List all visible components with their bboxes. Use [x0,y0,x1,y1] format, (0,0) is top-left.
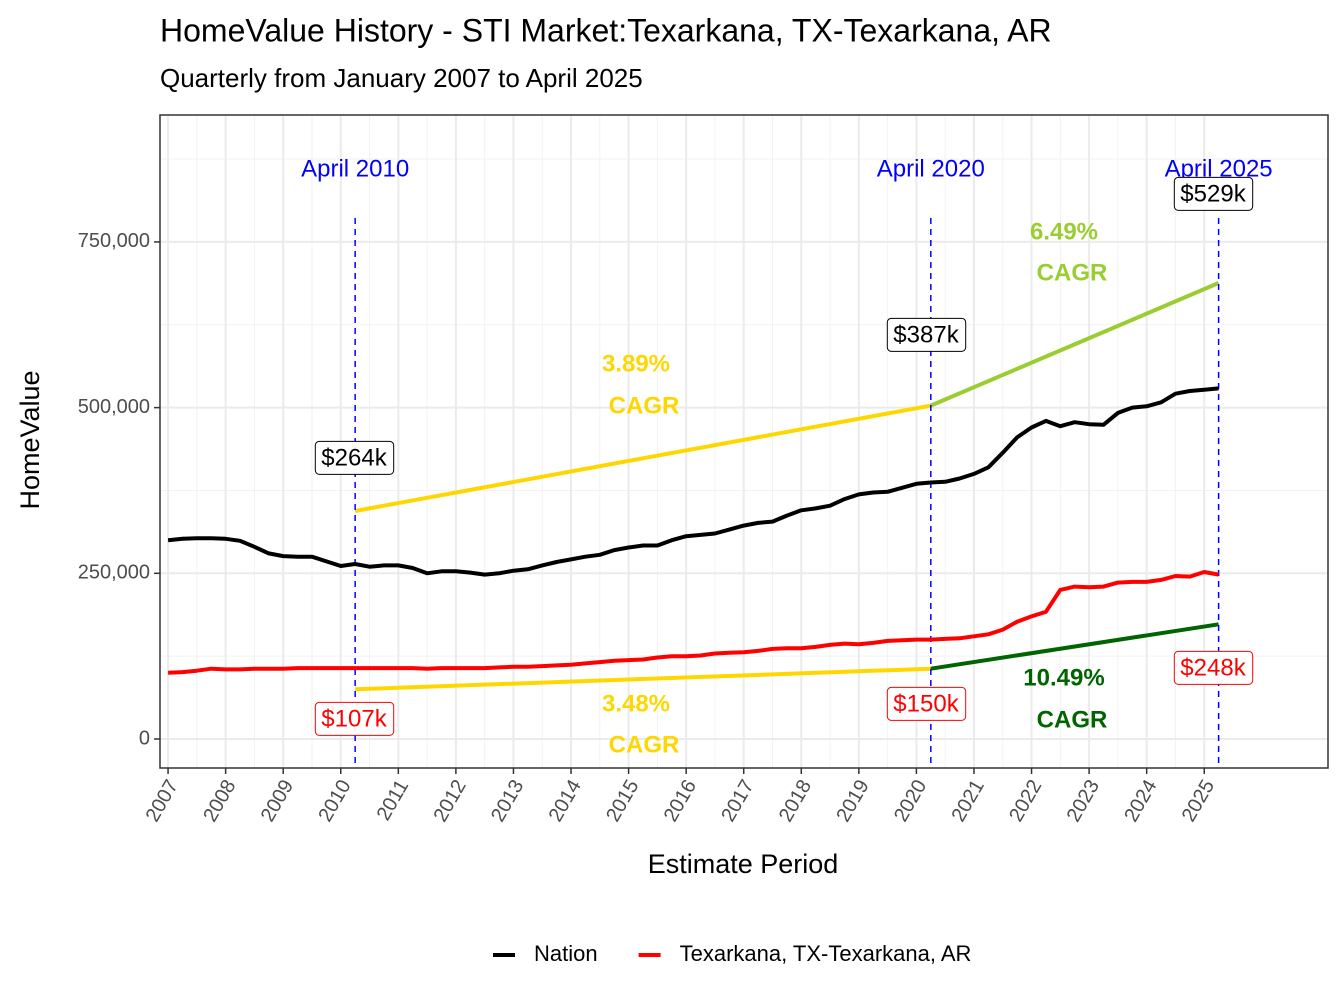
y-tick-label: 0 [139,727,150,749]
x-tick-label: 2016 [660,776,701,826]
chart-subtitle: Quarterly from January 2007 to April 202… [160,63,643,93]
x-tick-label: 2018 [775,776,816,826]
x-tick-label: 2014 [545,776,586,826]
market-value-label-box [314,701,395,736]
cagr-label: CAGR [609,731,680,758]
y-axis-title: HomeValue [15,370,45,509]
marker-label: April 2020 [877,155,985,182]
cagr-rate: 3.48% [602,690,670,717]
x-tick-label: 2020 [890,776,931,826]
nation-value-label-box [1173,176,1254,211]
legend-label: Nation [534,941,598,966]
nation-value-label-box [314,440,395,475]
x-axis-title: Estimate Period [648,849,839,879]
market-value-label-group: $248k [1173,650,1254,685]
nation-value-label: $264k [321,444,387,471]
x-tick-label: 2009 [257,776,298,826]
cagr-rate: 3.89% [602,350,670,377]
legend-label: Texarkana, TX-Texarkana, AR [680,941,972,966]
cagr-trend-line [930,281,1220,408]
market-value-label-group: $107k [314,701,395,736]
x-tick-label: 2011 [373,776,414,824]
cagr-trend-line [355,666,931,692]
x-tick-label: 2021 [948,776,989,826]
market-value-label: $248k [1180,654,1246,681]
cagr-trend-line [354,403,932,513]
x-tick-label: 2012 [429,776,470,826]
x-tick-label: 2023 [1063,776,1104,826]
y-tick-label: 250,000 [78,562,150,584]
cagr-rate: 6.49% [1030,218,1098,245]
cagr-label: CAGR [609,392,680,419]
plot-border [159,114,1329,769]
x-tick-label: 2015 [602,776,643,826]
nation-value-label-group: $264k [314,440,395,475]
marker-label: April 2010 [301,155,409,182]
nation-value-label: $387k [893,321,959,348]
market-value-label-box [886,686,967,721]
market-value-label: $150k [893,690,959,717]
legend: Nation Texarkana, TX-Texarkana, AR [493,941,971,966]
x-tick-label: 2017 [717,776,758,826]
x-tick-label: 2007 [142,776,183,826]
nation-value-label-box [886,317,967,352]
x-tick-label: 2019 [832,776,873,826]
x-tick-label: 2025 [1178,776,1219,826]
y-tick-label: 750,000 [78,230,150,252]
x-tick-label: 2022 [1005,776,1046,826]
market-value-label-group: $150k [886,686,967,721]
series-line [168,570,1219,675]
y-tick-label: 500,000 [78,396,150,418]
market-value-label-box [1173,650,1254,685]
series-line [167,386,1219,577]
cagr-label: CAGR [1037,706,1108,733]
nation-value-label: $529k [1180,180,1246,207]
x-tick-label: 2008 [199,776,240,826]
chart-title: HomeValue History - STI Market:Texarkana… [160,12,1052,48]
nation-value-label-group: $529k [1173,176,1254,211]
cagr-label: CAGR [1037,259,1108,286]
cagr-trend-line [930,622,1219,671]
nation-value-label-group: $387k [886,317,967,352]
x-tick-label: 2013 [487,776,528,826]
x-tick-label: 2024 [1120,776,1161,826]
cagr-rate: 10.49% [1023,664,1104,691]
x-tick-label: 2010 [314,776,355,826]
market-value-label: $107k [321,705,387,732]
